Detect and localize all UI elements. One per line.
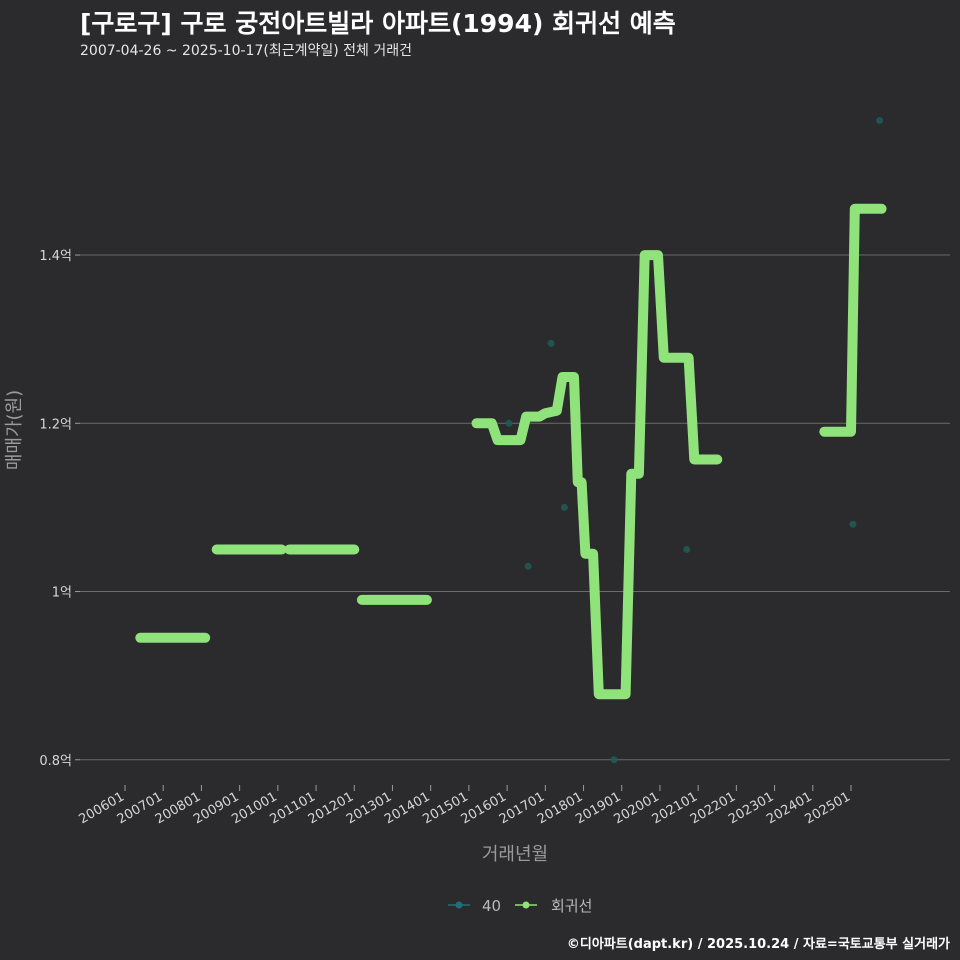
scatter-point: [610, 756, 618, 764]
scatter-point: [876, 116, 884, 124]
scatter-point: [683, 545, 691, 553]
chart-subtitle: 2007-04-26 ~ 2025-10-17(최근계약일) 전체 거래건: [80, 43, 412, 59]
scatter-point: [849, 520, 857, 528]
legend-swatch-dot: [522, 901, 530, 909]
y-tick-label: 0.8억: [39, 754, 72, 769]
legend-label: 40: [482, 897, 501, 915]
chart-title: [구로구] 구로 궁전아트빌라 아파트(1994) 회귀선 예측: [80, 9, 676, 38]
scatter-point: [560, 503, 568, 511]
legend: 40 회귀선: [448, 897, 592, 915]
regression-line-segment: [819, 203, 887, 437]
legend-label: 회귀선: [551, 897, 592, 915]
x-axis-title: 거래년월: [482, 844, 548, 865]
legend-swatch-dot: [455, 901, 463, 909]
y-tick-label: 1억: [52, 586, 72, 601]
y-tick-label: 1.4억: [39, 249, 72, 264]
regression-line-segment: [471, 250, 723, 700]
x-axis-ticks: 2006012007012008012009012010012011012012…: [77, 785, 853, 827]
y-axis-ticks: 0.8억 1억 1.2억 1.4억: [39, 249, 80, 769]
regression-line-series: [135, 203, 887, 700]
footer-credit: ©디아파트(dapt.kr) / 2025.10.24 / 자료=국토교통부 실…: [566, 937, 950, 952]
scatter-point: [505, 419, 513, 427]
y-tick-label: 1.2억: [39, 417, 72, 432]
y-axis-title: 매매가(원): [4, 390, 25, 470]
scatter-series: [505, 116, 884, 764]
scatter-point: [547, 339, 555, 347]
grid-lines: [80, 254, 950, 761]
scatter-point: [524, 562, 532, 570]
